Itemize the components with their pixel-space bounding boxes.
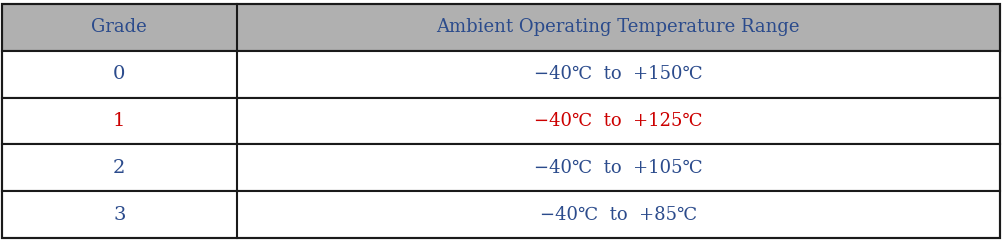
Text: 3: 3 bbox=[113, 206, 125, 224]
Text: 1: 1 bbox=[113, 112, 125, 130]
Bar bbox=[2, 4, 1000, 51]
Bar bbox=[2, 98, 1000, 144]
Text: −40℃  to  +105℃: −40℃ to +105℃ bbox=[534, 159, 702, 177]
Text: −40℃  to  +150℃: −40℃ to +150℃ bbox=[534, 65, 702, 83]
Bar bbox=[2, 51, 1000, 98]
Text: −40℃  to  +125℃: −40℃ to +125℃ bbox=[534, 112, 702, 130]
Text: −40℃  to  +85℃: −40℃ to +85℃ bbox=[540, 206, 696, 224]
Bar bbox=[2, 144, 1000, 191]
Text: Grade: Grade bbox=[91, 18, 147, 36]
Text: 0: 0 bbox=[113, 65, 125, 83]
Bar bbox=[2, 191, 1000, 238]
Text: Ambient Operating Temperature Range: Ambient Operating Temperature Range bbox=[437, 18, 800, 36]
Text: 2: 2 bbox=[113, 159, 125, 177]
